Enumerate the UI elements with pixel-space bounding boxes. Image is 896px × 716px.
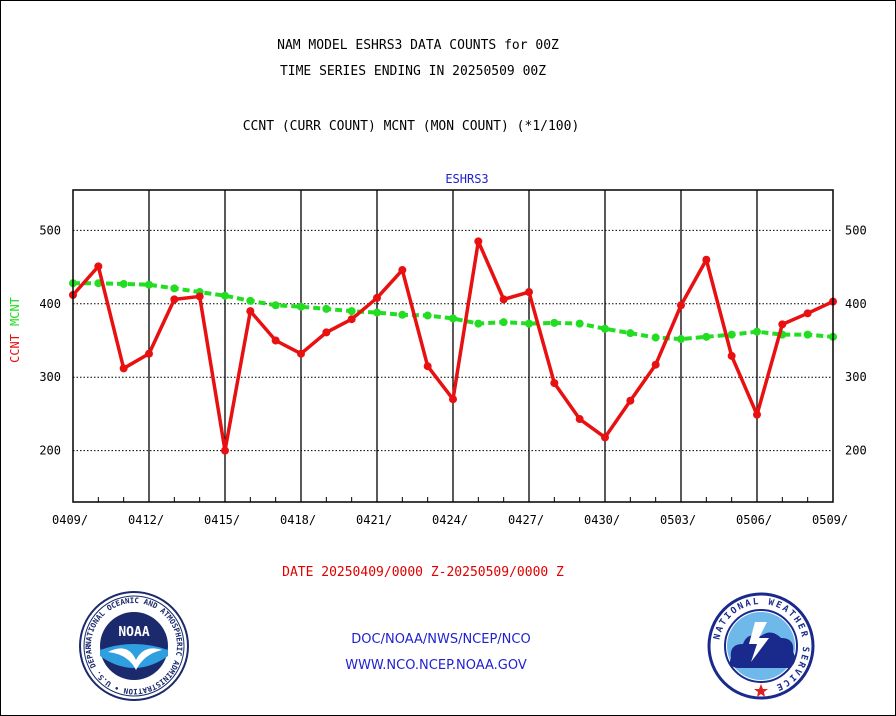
- mcnt-point: [626, 329, 635, 338]
- axis-labels: 0409/0412/0415/0418/0421/0424/0427/0430/…: [39, 223, 866, 527]
- mcnt-point: [449, 314, 457, 323]
- ccnt-point: [499, 295, 508, 304]
- mcnt-point: [550, 318, 559, 327]
- x-tick-label: 0418/: [280, 513, 316, 527]
- ccnt-point: [297, 349, 305, 358]
- x-tick-label: 0506/: [736, 513, 772, 527]
- credit-line-2-link[interactable]: WWW.NCO.NCEP.NOAA.GOV: [345, 658, 527, 673]
- ccnt-point: [651, 360, 660, 369]
- ccnt-point: [246, 307, 255, 316]
- ccnt-point: [449, 395, 457, 404]
- credit-line-1[interactable]: DOC/NOAA/NWS/NCEP/NCO: [351, 632, 531, 647]
- chart-title-line1: NAM MODEL ESHRS3 DATA COUNTS for 00Z: [277, 38, 559, 53]
- mcnt-point: [702, 332, 711, 341]
- plot-area-border: [72, 189, 834, 503]
- ccnt-point: [119, 364, 128, 373]
- ccnt-point: [347, 315, 356, 324]
- ccnt-point: [170, 295, 179, 304]
- mcnt-point: [753, 327, 761, 336]
- ccnt-point: [398, 266, 407, 275]
- mcnt-point: [271, 301, 280, 310]
- y-tick-label-left: 400: [39, 297, 61, 311]
- ccnt-point: [474, 237, 483, 246]
- mcnt-point: [474, 319, 483, 328]
- ccnt-point: [727, 351, 736, 360]
- mcnt-point: [170, 284, 179, 293]
- x-tick-label: 0424/: [432, 513, 468, 527]
- ccnt-point: [550, 379, 559, 388]
- mcnt-point: [575, 319, 584, 328]
- ccnt-point: [322, 328, 331, 337]
- mcnt-point: [525, 319, 533, 328]
- panel-title: ESHRS3: [445, 172, 488, 186]
- series-layer: [69, 237, 837, 455]
- ccnt-point: [94, 262, 103, 271]
- mcnt-point: [601, 324, 609, 333]
- mcnt-point: [727, 330, 736, 339]
- mcnt-point: [499, 318, 508, 327]
- mcnt-point: [423, 311, 432, 320]
- y-axis-label: CCNT MCNT: [8, 297, 22, 363]
- ccnt-point: [271, 336, 280, 345]
- x-tick-label: 0415/: [204, 513, 240, 527]
- grid-lines: [72, 190, 834, 502]
- y-tick-label-right: 400: [845, 297, 867, 311]
- ccnt-point: [753, 410, 761, 419]
- mcnt-point: [145, 280, 153, 289]
- ccnt-point: [803, 309, 812, 318]
- y-tick-label-right: 500: [845, 223, 867, 237]
- mcnt-point: [221, 291, 229, 300]
- noaa-logo-icon: NATIONAL OCEANIC AND ATMOSPHERIC ADMINIS…: [78, 590, 189, 701]
- mcnt-point: [651, 333, 660, 342]
- ccnt-point: [702, 255, 711, 264]
- mcnt-point: [398, 310, 407, 319]
- mcnt-point: [322, 304, 331, 313]
- x-tick-label: 0412/: [128, 513, 164, 527]
- ccnt-point: [145, 349, 153, 358]
- ccnt-point: [626, 396, 635, 405]
- ccnt-point: [221, 446, 229, 455]
- y-label-part: MCNT: [8, 297, 22, 326]
- mcnt-point: [677, 335, 685, 344]
- y-tick-label-left: 200: [39, 444, 61, 458]
- ccnt-point: [423, 362, 432, 371]
- x-tick-label: 0503/: [660, 513, 696, 527]
- y-tick-label-left: 300: [39, 370, 61, 384]
- mcnt-point: [246, 296, 255, 305]
- x-tick-label: 0409/: [52, 513, 88, 527]
- mcnt-point: [119, 279, 128, 288]
- ccnt-point: [677, 301, 685, 310]
- chart-title-line2: TIME SERIES ENDING IN 20250509 00Z: [279, 64, 547, 79]
- ccnt-point: [778, 320, 787, 329]
- x-tick-label: 0509/: [812, 513, 848, 527]
- ccnt-point: [195, 292, 204, 301]
- mcnt-point: [373, 308, 381, 317]
- y-label-part: CCNT: [8, 334, 22, 363]
- nws-logo-icon: NATIONAL WEATHER SERVICE: [707, 592, 815, 700]
- noaa-logo-text: NOAA: [118, 625, 149, 640]
- mcnt-point: [297, 302, 305, 311]
- x-tick-label: 0427/: [508, 513, 544, 527]
- y-tick-label-right: 200: [845, 444, 867, 458]
- y-tick-label-left: 500: [39, 223, 61, 237]
- y-tick-label-right: 300: [845, 370, 867, 384]
- ccnt-point: [373, 293, 381, 302]
- chart-subtitle: CCNT (CURR COUNT) MCNT (MON COUNT) (*1/1…: [242, 119, 580, 134]
- ccnt-point: [601, 433, 609, 442]
- x-tick-label: 0421/: [356, 513, 392, 527]
- date-range-label: DATE 20250409/0000 Z-20250509/0000 Z: [282, 565, 564, 580]
- ccnt-point: [575, 415, 584, 424]
- mcnt-point: [803, 330, 812, 339]
- ccnt-point: [525, 288, 533, 297]
- x-tick-label: 0430/: [584, 513, 620, 527]
- mcnt-point: [347, 307, 356, 316]
